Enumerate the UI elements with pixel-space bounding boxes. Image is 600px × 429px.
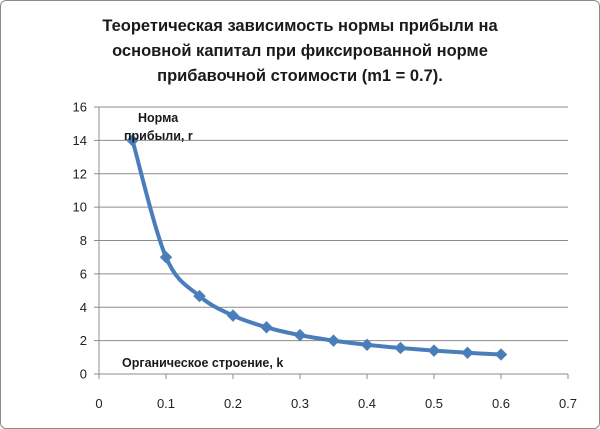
x-tick-label: 0.2 — [224, 396, 242, 411]
axes — [98, 107, 568, 375]
data-point-marker — [293, 328, 307, 342]
data-point-marker — [494, 348, 508, 361]
data-point-marker — [360, 338, 374, 352]
y-tick-label: 0 — [80, 367, 87, 382]
y-tick-label: 12 — [73, 166, 87, 181]
y-tick-label: 10 — [73, 200, 87, 215]
x-tick-label: 0.7 — [559, 396, 577, 411]
data-point-marker — [193, 289, 206, 303]
x-tick-label: 0.3 — [291, 396, 309, 411]
data-point-marker — [461, 346, 474, 360]
x-tick-label: 0.4 — [358, 396, 376, 411]
y-tick-label: 6 — [80, 266, 87, 281]
x-axis-label: Органическое строение, k — [122, 356, 283, 370]
y-axis-label-line-1: Норма — [138, 111, 179, 125]
y-tick-label: 4 — [80, 300, 87, 315]
x-tick-label: 0.6 — [492, 396, 510, 411]
data-point-marker — [126, 134, 139, 147]
data-point-marker — [327, 334, 340, 347]
chart-title: Теоретическая зависимость нормы прибыли … — [60, 14, 540, 89]
data-point-marker — [394, 341, 407, 355]
data-point-marker — [260, 321, 273, 334]
data-point-marker — [159, 250, 173, 264]
y-tick-label: 16 — [73, 100, 87, 115]
y-tick-label: 14 — [73, 133, 87, 148]
data-point-marker — [427, 344, 441, 357]
chart-title-line-3: прибавочной стоимости (m1 = 0.7). — [157, 67, 443, 85]
gridlines — [94, 106, 569, 379]
data-point-marker — [226, 309, 240, 322]
chart-title-line-1: Теоретическая зависимость нормы прибыли … — [102, 17, 498, 35]
chart-title-line-2: основной капитал при фиксированной норме — [112, 42, 488, 60]
y-tick-label: 2 — [80, 333, 87, 348]
x-tick-label: 0 — [95, 396, 102, 411]
y-tick-label: 8 — [80, 233, 87, 248]
y-tick-labels: 0 2 4 6 8 10 12 14 16 — [73, 100, 87, 382]
x-tick-labels: 0 0.1 0.2 0.3 0.4 0.5 0.6 0.7 — [95, 396, 577, 411]
series-r — [126, 134, 508, 361]
x-tick-label: 0.1 — [157, 396, 175, 411]
x-tick-label: 0.5 — [425, 396, 443, 411]
y-axis-label-line-2: прибыли, r — [124, 129, 193, 143]
series-line — [130, 139, 502, 357]
